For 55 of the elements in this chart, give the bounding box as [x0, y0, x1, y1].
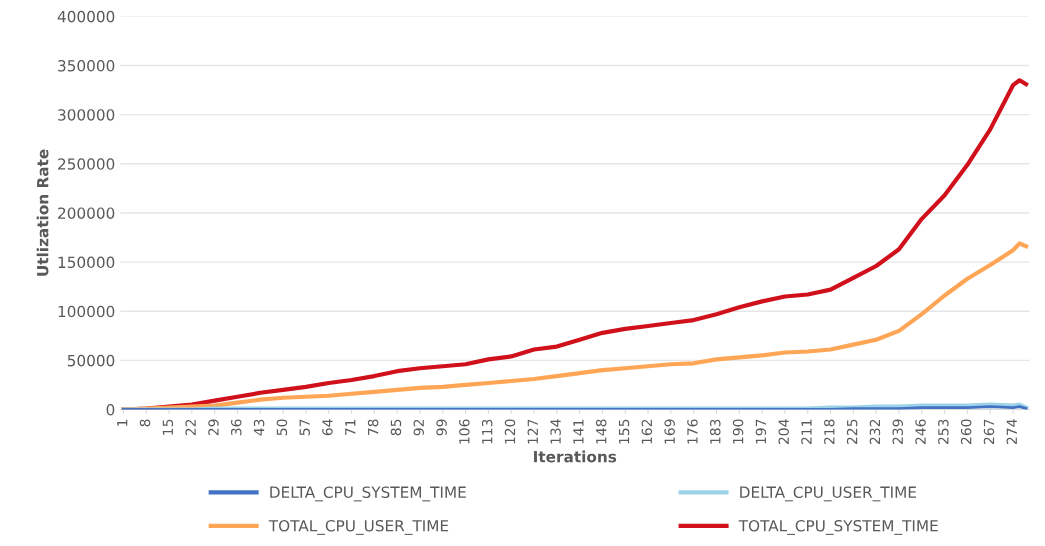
x-tick-label: 106 [459, 419, 470, 444]
x-tick-label: 211 [801, 419, 812, 445]
x-tick-label: 78 [367, 419, 379, 436]
x-tick-label: 134 [550, 419, 561, 444]
x-axis-title: Iterations [534, 450, 617, 463]
y-tick-label: 250000 [58, 158, 115, 170]
legend-label: DELTA_CPU_USER_TIME [740, 486, 916, 502]
x-tick-label: 50 [276, 419, 288, 436]
x-tick-label: 71 [345, 419, 356, 436]
x-tick-label: 204 [778, 419, 789, 445]
x-tick-label: 169 [664, 419, 675, 444]
x-tick-label: 190 [732, 419, 744, 444]
y-tick-label: 200000 [58, 207, 115, 219]
y-tick-label: 300000 [58, 109, 115, 121]
x-tick-label: 64 [322, 419, 333, 436]
x-tick-label: 120 [504, 419, 516, 444]
x-tick-label: 57 [299, 419, 310, 436]
x-tick-label: 176 [687, 419, 698, 444]
x-tick-label: 183 [710, 419, 721, 444]
x-tick-label: 218 [824, 419, 835, 445]
x-tick-label: 8 [139, 419, 151, 427]
y-tick-label: 100000 [58, 305, 115, 318]
legend-label: TOTAL_CPU_USER_TIME [268, 519, 449, 535]
y-tick-label: 150000 [58, 256, 115, 269]
x-tick-label: 36 [231, 419, 242, 436]
y-tick-label: 400000 [57, 10, 115, 23]
legend-label: DELTA_CPU_SYSTEM_TIME [270, 486, 466, 502]
y-tick-label: 350000 [58, 59, 115, 72]
x-tick-label: 246 [915, 419, 926, 445]
x-tick-label: 155 [618, 419, 630, 444]
x-tick-label: 113 [481, 419, 493, 444]
legend-label: TOTAL_CPU_SYSTEM_TIME [738, 519, 938, 535]
x-tick-label: 141 [573, 419, 584, 444]
x-tick-label: 85 [390, 419, 402, 436]
x-tick-label: 22 [185, 419, 196, 436]
x-tick-label: 99 [436, 419, 447, 436]
x-tick-label: 274 [1006, 419, 1017, 445]
x-tick-label: 253 [938, 419, 949, 445]
y-tick-label: 0 [106, 403, 115, 416]
x-tick-label: 260 [960, 419, 972, 445]
x-tick-label: 225 [846, 419, 858, 445]
x-tick-label: 197 [755, 419, 767, 444]
x-tick-label: 162 [641, 419, 653, 444]
x-tick-label: 148 [595, 419, 607, 444]
x-tick-label: 232 [869, 419, 881, 445]
x-tick-label: 1 [117, 419, 128, 426]
x-tick-label: 15 [162, 419, 174, 435]
y-tick-label: 50000 [67, 354, 115, 367]
y-axis-title: Utlization Rate [36, 149, 49, 276]
x-tick-label: 239 [892, 419, 904, 445]
x-tick-label: 127 [527, 419, 538, 444]
x-tick-label: 267 [983, 419, 995, 445]
x-tick-label: 43 [253, 419, 265, 436]
x-tick-label: 92 [413, 419, 424, 436]
x-tick-label: 29 [208, 419, 219, 436]
